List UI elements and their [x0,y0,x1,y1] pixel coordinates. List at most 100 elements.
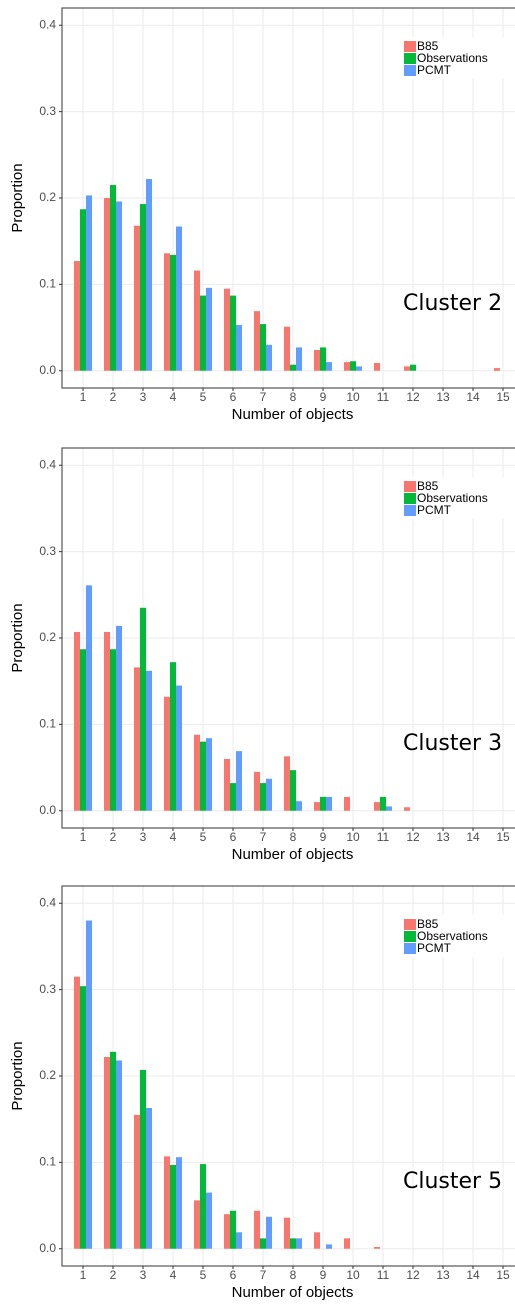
bar [80,209,86,371]
bar [116,201,122,371]
x-tick-label: 14 [466,1268,480,1282]
bar [80,649,86,811]
x-tick-label: 13 [436,1268,450,1282]
x-tick-label: 6 [230,830,237,844]
bar [260,1238,266,1249]
legend-key [404,493,416,504]
x-tick-label: 13 [436,830,450,844]
x-tick-label: 4 [170,1268,177,1282]
legend-label: Observations [417,491,488,505]
panel: 0.00.10.20.30.41 2 3 4 5 6 7 8 9 10 11 12 13 14 15Clus… [9,447,515,863]
x-axis-title: Number of objects [232,406,354,423]
x-tick-label: 11 [377,1268,390,1282]
x-tick-label: 2 [110,390,117,404]
bar [176,226,182,371]
annotation: Cluster 2 [403,291,502,316]
bar [86,920,92,1249]
bar [290,1238,296,1249]
legend-label: B85 [417,917,439,931]
x-tick-label: 4 [170,830,177,844]
x-tick-label: 5 [200,1268,207,1282]
x-tick-label: 2 [110,830,117,844]
legend-label: Observations [417,51,488,65]
x-tick-label: 1 [80,830,87,844]
bar [404,807,410,811]
x-axis-title: Number of objects [232,846,354,863]
panel: 0.00.10.20.30.41 2 3 4 5 6 7 8 9 10 11 12 13 14 15Clus… [9,885,515,1301]
y-axis-title: Proportion [9,603,26,672]
y-tick-label: 0.3 [39,544,56,558]
bar [236,324,242,371]
bar [236,1232,242,1249]
bar [194,1200,200,1249]
bar [206,1192,212,1249]
bar [140,607,146,811]
bar [296,801,302,811]
legend-box [400,477,512,519]
legend-box [400,37,512,79]
x-tick-label: 15 [496,1268,510,1282]
x-tick-label: 8 [290,830,297,844]
bar [344,796,350,811]
bar [260,783,266,811]
bar [326,796,332,811]
bar [494,368,500,371]
bar [296,1238,302,1249]
x-tick-label: 8 [290,390,297,404]
bar [86,585,92,811]
y-tick-label: 0.0 [39,363,56,377]
bar [230,783,236,811]
y-axis-title: Proportion [9,1041,26,1110]
bar [266,344,272,371]
bar [344,362,350,371]
x-tick-label: 10 [346,1268,360,1282]
bar [206,287,212,371]
bar [134,667,140,811]
bar [170,1164,176,1249]
bar [254,771,260,811]
panel-border [61,447,515,829]
y-tick-label: 0.1 [39,717,56,731]
x-tick-label: 10 [346,390,360,404]
y-tick-label: 0.4 [39,457,56,471]
x-tick-label: 2 [110,1268,117,1282]
x-tick-label: 9 [320,390,327,404]
bar [200,1164,206,1249]
bar [206,738,212,811]
bar [374,802,380,811]
legend-key [404,505,416,516]
bar [104,631,110,811]
y-tick-label: 0.1 [39,1155,56,1169]
legend-key [404,931,416,942]
bar [176,1157,182,1249]
x-tick-label: 13 [436,390,450,404]
x-tick-label: 3 [140,830,147,844]
x-tick-label: 8 [290,1268,297,1282]
bar [170,255,176,371]
bar [284,326,290,371]
x-tick-label: 1 [80,390,87,404]
bar [314,350,320,371]
x-tick-label: 15 [496,830,510,844]
bar [410,364,416,371]
bar [386,806,392,811]
bar [344,1238,350,1249]
x-tick-label: 6 [230,1268,237,1282]
bar [146,179,152,371]
bar [224,288,230,371]
bar [380,796,386,811]
bar [374,1247,380,1249]
bar [110,1051,116,1249]
bar [164,696,170,811]
x-tick-label: 6 [230,390,237,404]
bar [146,1107,152,1249]
x-tick-label: 5 [200,390,207,404]
bar [326,1244,332,1249]
x-tick-label: 1 [80,1268,87,1282]
bar [110,185,116,371]
annotation: Cluster 5 [403,1169,502,1194]
bar [290,770,296,811]
x-tick-label: 12 [406,390,420,404]
x-tick-label: 15 [496,390,510,404]
